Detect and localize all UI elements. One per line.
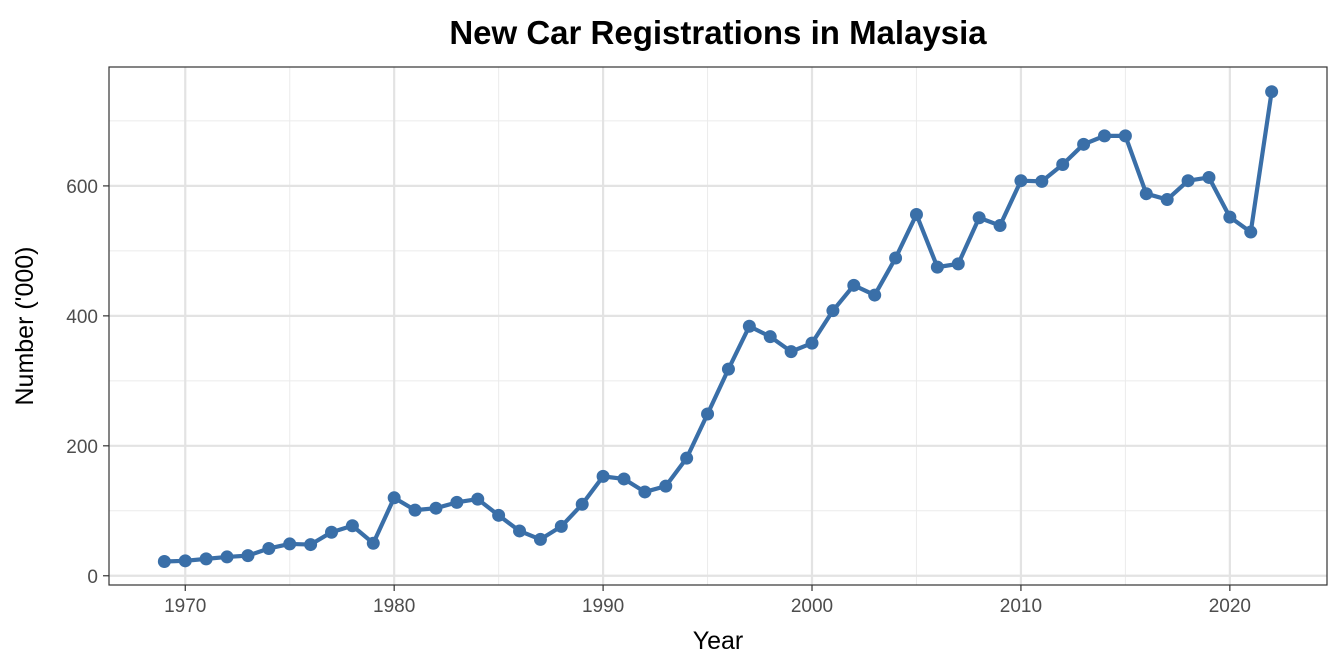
- data-point: [909, 208, 923, 221]
- data-point: [450, 495, 464, 509]
- data-point: [1056, 157, 1070, 171]
- data-point: [471, 492, 485, 506]
- data-point: [721, 362, 735, 376]
- y-tick-label: 600: [66, 177, 98, 198]
- data-point: [429, 501, 443, 515]
- data-point: [763, 330, 777, 344]
- data-point: [492, 508, 506, 522]
- x-tick-label: 2020: [1209, 596, 1251, 617]
- series-layer: [157, 85, 1279, 568]
- x-axis-title: Year: [693, 627, 744, 655]
- data-point: [1265, 85, 1279, 99]
- data-point: [1202, 170, 1216, 184]
- data-point: [262, 541, 276, 555]
- data-point: [972, 211, 986, 225]
- data-point: [220, 550, 234, 564]
- data-point: [554, 519, 568, 533]
- x-tick-label: 1980: [373, 596, 415, 617]
- data-point: [1244, 225, 1258, 239]
- data-point: [638, 485, 652, 499]
- data-point: [701, 407, 715, 421]
- data-point: [742, 319, 756, 333]
- data-point: [826, 304, 840, 318]
- data-point: [178, 554, 192, 568]
- data-point: [304, 538, 318, 552]
- data-point: [408, 503, 422, 517]
- minor-gridlines: [109, 67, 1327, 585]
- y-tick-label: 0: [87, 567, 98, 588]
- x-tick-label: 1990: [582, 596, 624, 617]
- data-point: [533, 532, 547, 546]
- data-point: [575, 497, 589, 511]
- data-point: [1181, 174, 1195, 188]
- data-point: [1139, 187, 1153, 201]
- data-point: [1014, 174, 1028, 188]
- y-axis-title: Number ('000): [11, 247, 39, 406]
- data-point: [930, 260, 944, 274]
- data-point: [847, 278, 861, 292]
- y-tick-label: 400: [66, 307, 98, 328]
- data-point: [241, 549, 255, 563]
- data-point: [157, 554, 171, 568]
- data-point: [1035, 174, 1049, 188]
- x-tick-label: 1970: [164, 596, 206, 617]
- data-point: [1118, 129, 1132, 143]
- data-point: [1077, 137, 1091, 151]
- data-point: [325, 525, 338, 539]
- data-point: [1223, 210, 1237, 224]
- data-point: [993, 219, 1007, 233]
- data-point: [596, 469, 610, 483]
- series-line: [162, 89, 1274, 564]
- data-point: [283, 537, 297, 551]
- data-point: [659, 479, 673, 493]
- data-point: [889, 251, 903, 265]
- data-point: [1160, 193, 1174, 207]
- data-point: [1098, 129, 1111, 143]
- data-point: [617, 472, 631, 486]
- data-point: [199, 552, 213, 566]
- x-axis: 1970 1980 1990 2000 2010 2020: [164, 585, 1251, 617]
- data-point: [868, 288, 882, 302]
- data-point: [680, 451, 694, 465]
- y-axis: 0 200 400 600: [66, 177, 109, 588]
- y-tick-label: 200: [66, 437, 98, 458]
- data-point: [387, 491, 401, 505]
- data-point: [805, 336, 819, 350]
- x-tick-label: 2010: [1000, 596, 1042, 617]
- data-point: [366, 536, 380, 550]
- major-gridlines: [109, 67, 1327, 585]
- plot-panel-border: [108, 66, 1328, 586]
- data-point: [513, 524, 527, 538]
- data-point: [784, 345, 798, 359]
- data-point: [951, 257, 965, 271]
- data-point: [345, 519, 359, 533]
- x-tick-label: 2000: [791, 596, 833, 617]
- chart-title: New Car Registrations in Malaysia: [449, 14, 987, 51]
